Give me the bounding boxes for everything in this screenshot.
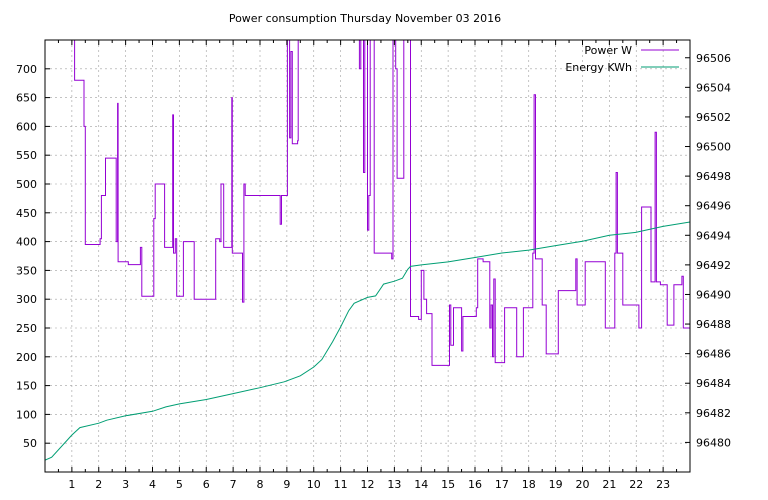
y-tick-label: 150 xyxy=(16,380,37,393)
y-tick-label: 400 xyxy=(16,236,37,249)
y-tick-label: 450 xyxy=(16,207,37,220)
x-tick-label: 2 xyxy=(95,478,102,491)
x-tick-label: 19 xyxy=(549,478,563,491)
plot-area xyxy=(45,40,690,461)
x-tick-label: 15 xyxy=(441,478,455,491)
y2-tick-label: 96504 xyxy=(696,81,731,94)
x-tick-label: 8 xyxy=(257,478,264,491)
y2-tick-label: 96490 xyxy=(696,288,731,301)
y2-tick-label: 96486 xyxy=(696,348,731,361)
y2-tick-label: 96488 xyxy=(696,318,731,331)
x-tick-label: 3 xyxy=(122,478,129,491)
legend-label: Power W xyxy=(584,44,632,57)
y-tick-label: 500 xyxy=(16,178,37,191)
y-tick-label: 300 xyxy=(16,293,37,306)
axes: 1 2 3 4 5 6 7 8 9 10 11 12 13 14 15 16 17 18 19 20 21 22 23501… xyxy=(16,40,731,491)
x-tick-label: 11 xyxy=(334,478,348,491)
y2-tick-label: 96498 xyxy=(696,170,731,183)
x-tick-label: 17 xyxy=(495,478,509,491)
y2-tick-label: 96492 xyxy=(696,259,731,272)
x-tick-label: 4 xyxy=(149,478,156,491)
x-tick-label: 7 xyxy=(230,478,237,491)
x-tick-label: 16 xyxy=(468,478,482,491)
x-tick-label: 5 xyxy=(176,478,183,491)
y2-tick-label: 96482 xyxy=(696,407,731,420)
x-tick-label: 1 xyxy=(68,478,75,491)
x-tick-label: 23 xyxy=(656,478,670,491)
y2-tick-label: 96500 xyxy=(696,141,731,154)
y-tick-label: 50 xyxy=(23,437,37,450)
y-tick-label: 700 xyxy=(16,63,37,76)
chart-title: Power consumption Thursday November 03 2… xyxy=(229,12,501,25)
y2-tick-label: 96494 xyxy=(696,229,731,242)
y-tick-label: 600 xyxy=(16,120,37,133)
y-tick-label: 100 xyxy=(16,408,37,421)
x-tick-label: 18 xyxy=(522,478,536,491)
energy-kwh-series-line xyxy=(45,221,690,461)
y-tick-label: 350 xyxy=(16,264,37,277)
x-tick-label: 6 xyxy=(203,478,210,491)
y-tick-label: 250 xyxy=(16,322,37,335)
legend-label: Energy KWh xyxy=(565,61,632,74)
y2-tick-label: 96496 xyxy=(696,200,731,213)
power-w-series-line xyxy=(70,40,690,366)
y2-tick-label: 96506 xyxy=(696,52,731,65)
y2-tick-label: 96480 xyxy=(696,436,731,449)
y2-tick-label: 96484 xyxy=(696,377,731,390)
x-tick-label: 21 xyxy=(602,478,616,491)
x-tick-label: 14 xyxy=(414,478,428,491)
x-tick-label: 20 xyxy=(576,478,590,491)
legend: Power W Energy KWh xyxy=(565,44,679,74)
x-tick-label: 10 xyxy=(307,478,321,491)
y2-tick-label: 96502 xyxy=(696,111,731,124)
y-tick-label: 650 xyxy=(16,92,37,105)
x-tick-label: 9 xyxy=(283,478,290,491)
x-tick-label: 13 xyxy=(387,478,401,491)
y-tick-label: 200 xyxy=(16,351,37,364)
x-tick-label: 22 xyxy=(629,478,643,491)
x-tick-label: 12 xyxy=(361,478,375,491)
y-tick-label: 550 xyxy=(16,149,37,162)
